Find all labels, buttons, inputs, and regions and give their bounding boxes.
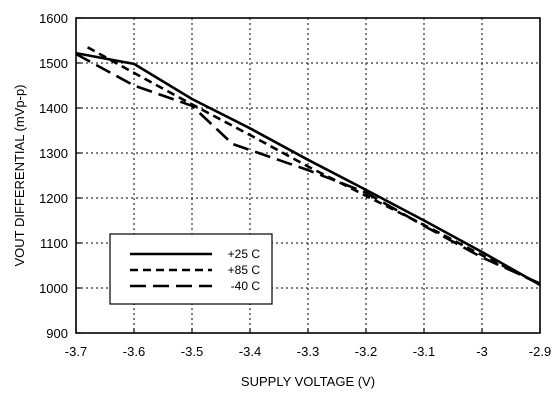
series-line (75, 52, 541, 285)
legend-label: +85 C (228, 263, 261, 277)
y-tick-label: 1300 (39, 146, 68, 161)
y-tick-label: 1200 (39, 191, 68, 206)
y-tick-label: 1400 (39, 101, 68, 116)
x-tick-label: -3.3 (297, 344, 319, 359)
legend-label: +25 C (228, 247, 261, 261)
axis-ticks: -3.7 -3.6 -3.5 -3.4 -3.3 -3.2 -3.1 -3 -2.9 900 100… (39, 11, 551, 359)
x-tick-label: -3 (476, 344, 488, 359)
y-tick-label: 900 (46, 326, 68, 341)
legend-label: -40 C (231, 279, 261, 293)
x-tick-label: -3.1 (413, 344, 435, 359)
series-lines (75, 46, 541, 287)
y-axis-title: VOUT DIFFERENTIAL (mVp-p) (12, 84, 27, 266)
x-tick-label: -3.7 (65, 344, 87, 359)
x-tick-label: -3.6 (123, 344, 145, 359)
y-tick-label: 1100 (40, 236, 68, 251)
x-tick-label: -3.5 (181, 344, 203, 359)
x-tick-label: -3.4 (239, 344, 261, 359)
legend: +25 C +85 C -40 C (109, 233, 273, 305)
x-axis-title: SUPPLY VOLTAGE (V) (241, 374, 375, 389)
y-tick-label: 1000 (39, 281, 68, 296)
x-tick-label: -2.9 (529, 344, 551, 359)
y-tick-label: 1600 (39, 11, 68, 26)
x-tick-label: -3.2 (355, 344, 377, 359)
series-line (86, 46, 541, 286)
series-line (75, 51, 541, 287)
y-tick-label: 1500 (39, 56, 68, 71)
grid (76, 18, 540, 333)
